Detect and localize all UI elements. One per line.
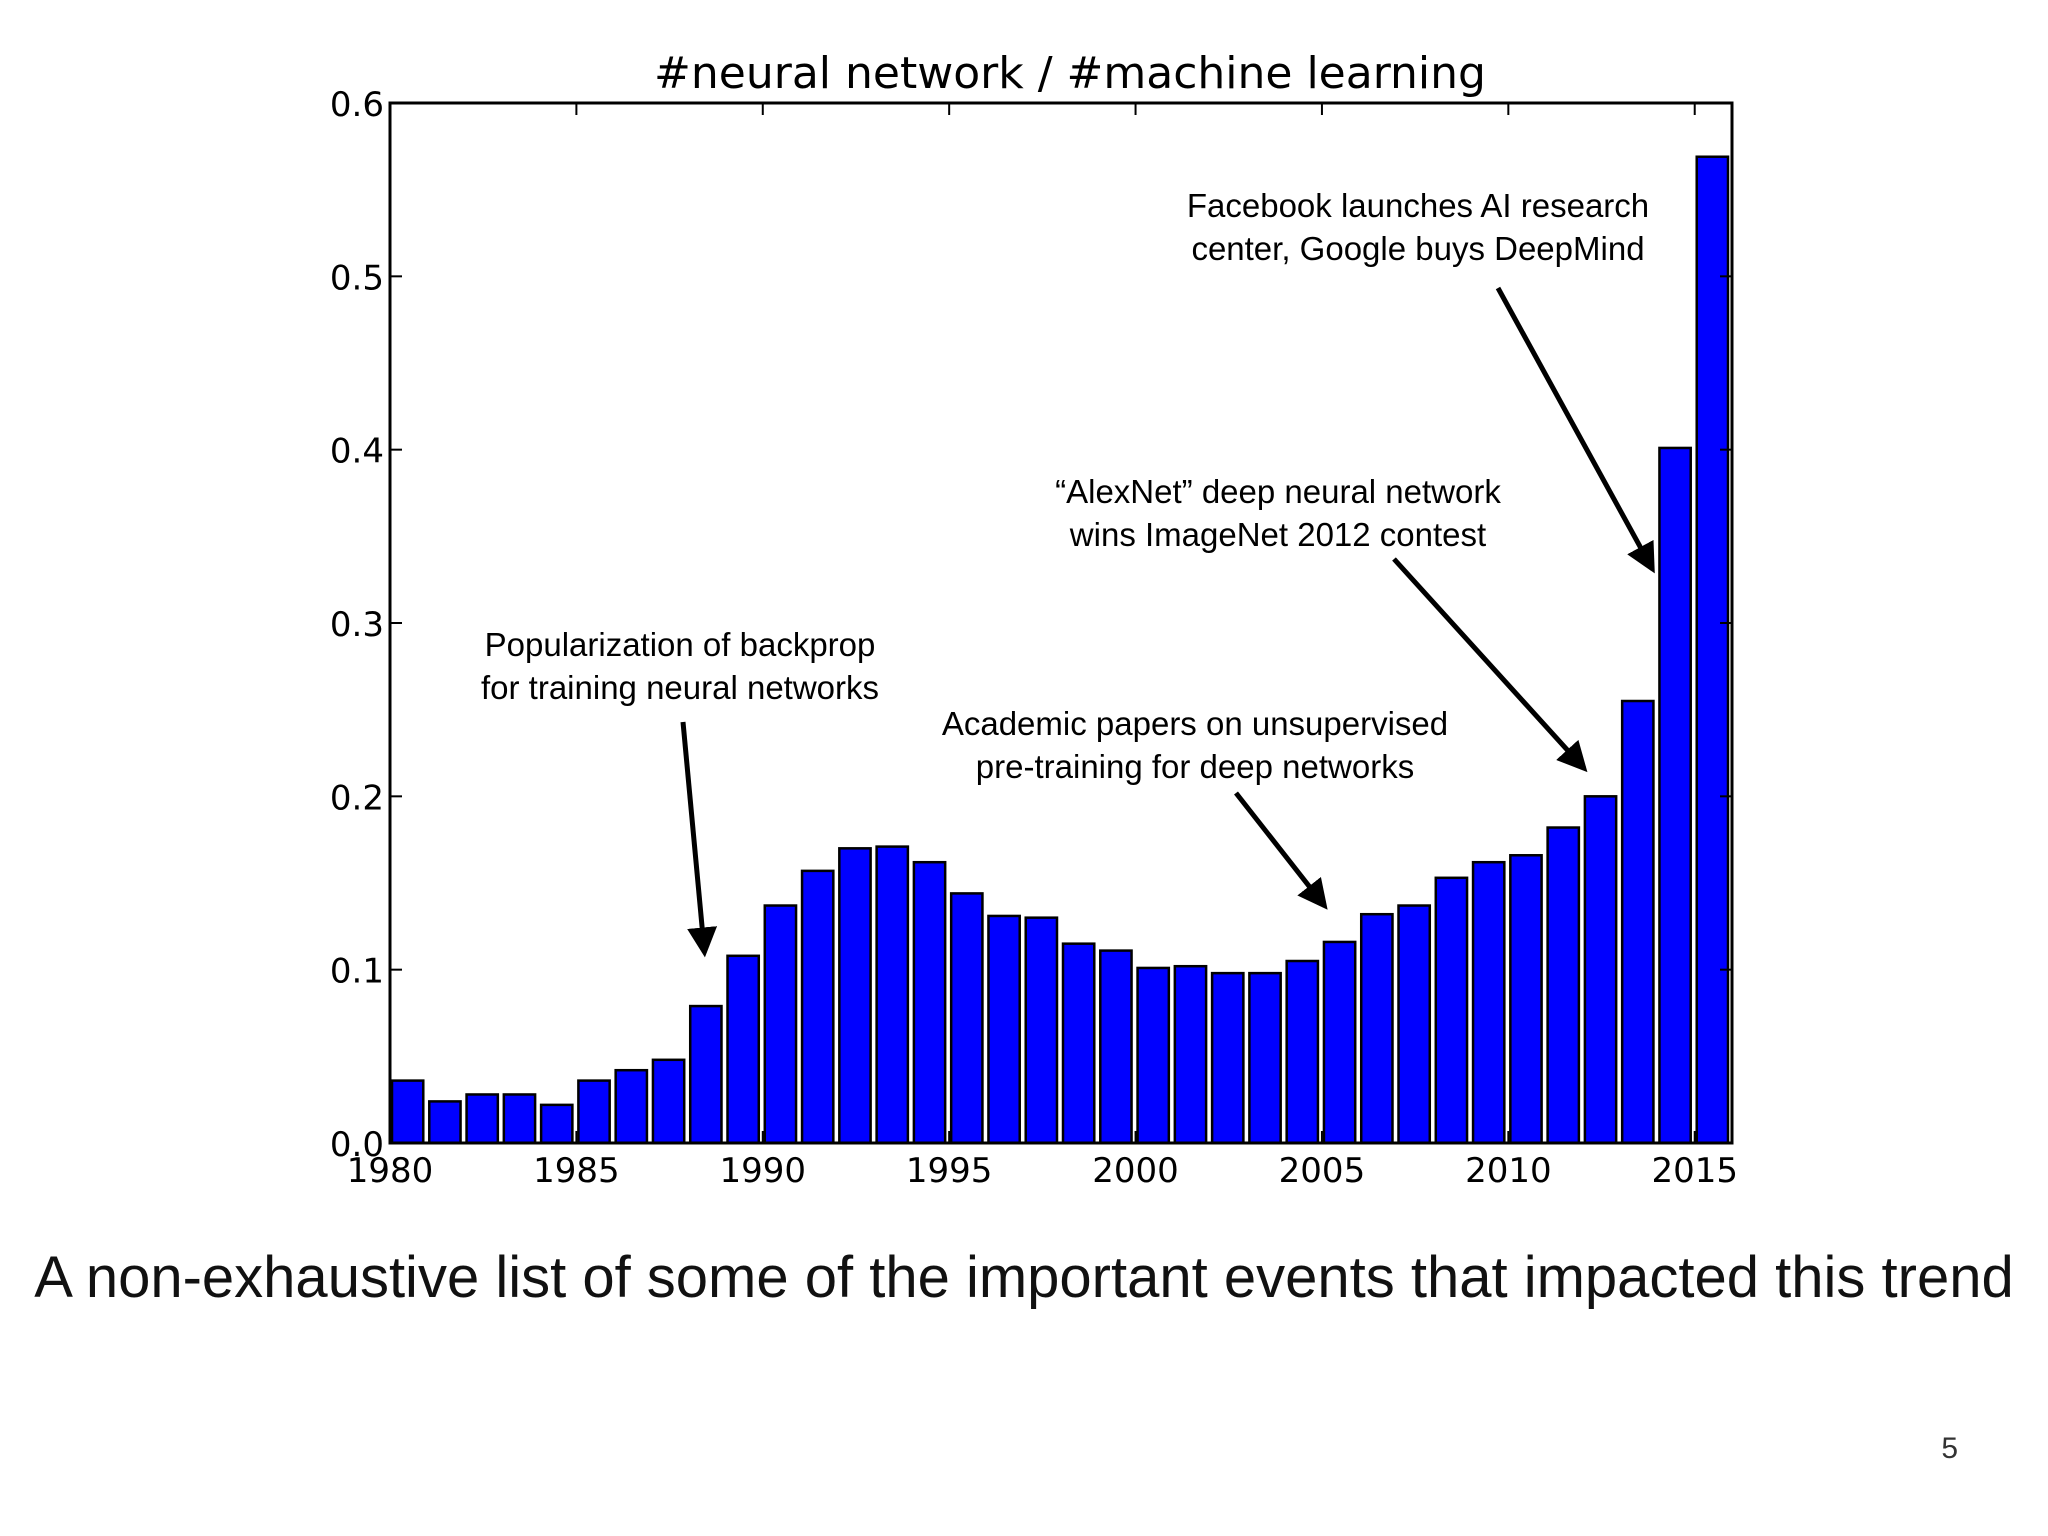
bar-1987 — [651, 1058, 686, 1145]
x-tick-label: 1985 — [533, 1151, 620, 1191]
annotation-text: Popularization of backprop for training n… — [481, 626, 879, 706]
annotation-line: Facebook launches AI research — [1187, 187, 1649, 224]
bar-2015 — [1695, 155, 1730, 1145]
x-tick-label: 2010 — [1465, 1151, 1552, 1191]
bar-1996 — [987, 914, 1021, 1145]
annotation-line: for training neural networks — [481, 669, 879, 706]
x-tick-label: 2005 — [1279, 1151, 1366, 1191]
bar-2008 — [1434, 876, 1469, 1145]
annotation-line: wins ImageNet 2012 contest — [1069, 516, 1486, 553]
bar-1988 — [688, 1004, 723, 1145]
bar-2005 — [1322, 940, 1357, 1145]
y-tick-label: 0.4 — [330, 432, 384, 472]
y-tick-label: 0.5 — [330, 258, 384, 298]
slide-caption: A non-exhaustive list of some of the imp… — [34, 1245, 2014, 1310]
bar-1995 — [949, 892, 984, 1145]
y-tick-label: 0.1 — [330, 952, 384, 992]
bar-1980 — [390, 1079, 425, 1145]
bar-1983 — [502, 1093, 537, 1145]
bar-1998 — [1061, 942, 1096, 1145]
annotation-arrow — [1392, 557, 1588, 773]
annotation-line: pre-training for deep networks — [976, 748, 1414, 785]
annotation-line: “AlexNet” deep neural network — [1055, 473, 1501, 510]
bar-2000 — [1136, 966, 1171, 1145]
y-tick-label: 0.2 — [330, 778, 384, 818]
bar-2006 — [1359, 912, 1394, 1145]
annotation-arrow — [1495, 286, 1655, 574]
bar-1999 — [1099, 949, 1133, 1145]
bar-2013 — [1620, 699, 1655, 1145]
slide-number: 5 — [1941, 1432, 1958, 1465]
bar-2002 — [1210, 971, 1245, 1145]
annotation-arrow — [680, 721, 718, 958]
bar-1982 — [465, 1093, 500, 1145]
x-tick-label: 1990 — [720, 1151, 807, 1191]
bar-1984 — [539, 1103, 574, 1145]
x-tick-label: 1995 — [906, 1151, 993, 1191]
annotation-arrow — [1234, 791, 1328, 910]
bar-2004 — [1285, 959, 1320, 1145]
bar-1981 — [428, 1100, 462, 1145]
chart-title: #neural network / #machine learning — [654, 48, 1486, 99]
bar-2001 — [1173, 964, 1208, 1145]
bar-2012 — [1583, 795, 1618, 1145]
x-tick-label: 1980 — [347, 1151, 434, 1191]
bar-2010 — [1509, 854, 1543, 1145]
bar-1990 — [763, 904, 798, 1145]
annotation-line: Popularization of backprop — [485, 626, 876, 663]
annotation-text: “AlexNet” deep neural network wins ImageN… — [1055, 473, 1501, 553]
annotation-line: Academic papers on unsupervised — [942, 705, 1448, 742]
x-tick-label: 2015 — [1651, 1151, 1738, 1191]
annotation-text: Academic papers on unsupervised pre-train… — [942, 705, 1448, 785]
bar-1991 — [800, 869, 835, 1145]
bar-1994 — [912, 860, 947, 1145]
bars-group — [390, 155, 1730, 1145]
bar-1997 — [1024, 916, 1059, 1145]
bar-2011 — [1546, 826, 1581, 1145]
annotations-group: Popularization of backprop for training n… — [481, 187, 1655, 958]
bar-1989 — [726, 954, 761, 1145]
y-tick-label: 0.3 — [330, 605, 384, 645]
y-tick-label: 0.6 — [330, 85, 384, 125]
bar-1993 — [875, 845, 910, 1145]
y-tick-label: 0.0 — [330, 1125, 384, 1165]
bar-2009 — [1471, 860, 1506, 1145]
x-tick-label: 2000 — [1092, 1151, 1179, 1191]
bar-2007 — [1397, 904, 1432, 1145]
bar-2014 — [1658, 446, 1692, 1145]
bar-1985 — [577, 1079, 611, 1145]
axes-group: 0.0 0.1 0.2 0.3 0.4 0.5 0.6 1980 1985 1990 1995 200… — [330, 85, 1738, 1191]
annotation-line: center, Google buys DeepMind — [1191, 230, 1644, 267]
bar-2003 — [1248, 971, 1282, 1145]
annotation-text: Facebook launches AI research center, Goo… — [1187, 187, 1649, 267]
bar-1992 — [838, 847, 872, 1145]
bar-1986 — [614, 1068, 649, 1145]
